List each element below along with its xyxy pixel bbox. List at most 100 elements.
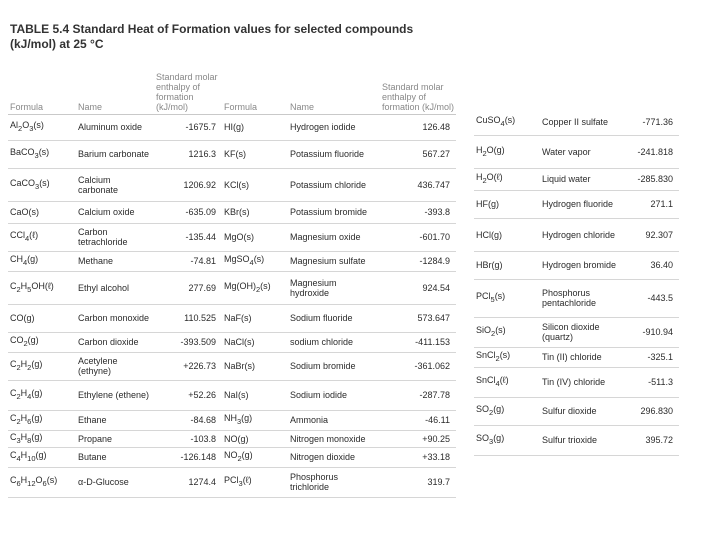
formula-cell: KF(s) [222, 140, 288, 169]
formula-cell: SO3(g) [474, 425, 540, 456]
table-row: H2O(ℓ) Liquid water -285.830 [474, 168, 679, 191]
formula-cell: HCl(g) [474, 218, 540, 252]
name-cell: Carbon monoxide [76, 304, 154, 333]
name-cell: Tin (IV) chloride [540, 367, 626, 398]
table-row: SiO2(s) Silicon dioxide (quartz) -910.94 [474, 317, 679, 348]
continued-heat-of-formation-table: CuSO4(s) Copper II sulfate -771.36 H2O(g) Wa… [474, 109, 679, 456]
table-row: HBr(g) Hydrogen bromide 36.40 [474, 251, 679, 280]
enthalpy-cell: 110.525 [154, 304, 222, 333]
header-enthalpy-1: Standard molar enthalpy of formation (kJ… [154, 56, 222, 115]
enthalpy-cell: -443.5 [626, 279, 679, 318]
formula-cell: Mg(OH)2(s) [222, 271, 288, 305]
enthalpy-cell: +226.73 [154, 352, 222, 381]
enthalpy-cell: 573.647 [380, 304, 456, 333]
table-row: C2H2(g) Acetylene (ethyne) +226.73 NaBr(s) S… [8, 352, 456, 381]
formula-cell: CCl4(ℓ) [8, 223, 76, 252]
formula-cell: HF(g) [474, 190, 540, 219]
name-cell: Hydrogen fluoride [540, 190, 626, 219]
enthalpy-cell: +52.26 [154, 380, 222, 411]
formula-cell: CO(g) [8, 304, 76, 333]
enthalpy-cell: -393.8 [380, 201, 456, 224]
table-row: SnCl4(ℓ) Tin (IV) chloride -511.3 [474, 367, 679, 398]
enthalpy-cell: -1284.9 [380, 251, 456, 272]
formula-cell: CaCO3(s) [8, 168, 76, 202]
name-cell: Ammonia [288, 410, 380, 431]
formula-cell: NaI(s) [222, 380, 288, 411]
formula-cell: H2O(ℓ) [474, 168, 540, 191]
enthalpy-cell: 436.747 [380, 168, 456, 202]
table-title: TABLE 5.4 Standard Heat of Formation val… [10, 22, 414, 51]
table-row: PCl5(s) Phosphorus pentachloride -443.5 [474, 279, 679, 318]
formula-cell: C4H10(g) [8, 447, 76, 468]
enthalpy-cell: -601.70 [380, 223, 456, 252]
header-enthalpy-2: Standard molar enthalpy of formation (kJ… [380, 56, 456, 115]
formula-cell: NaF(s) [222, 304, 288, 333]
name-cell: Nitrogen dioxide [288, 447, 380, 468]
enthalpy-cell: -135.44 [154, 223, 222, 252]
name-cell: Methane [76, 251, 154, 272]
enthalpy-cell: -511.3 [626, 367, 679, 398]
name-cell: Propane [76, 430, 154, 448]
table-row: SO2(g) Sulfur dioxide 296.830 [474, 397, 679, 426]
name-cell: Copper II sulfate [540, 109, 626, 136]
name-cell: Calcium carbonate [76, 168, 154, 202]
enthalpy-cell: -241.818 [626, 135, 679, 169]
formula-cell: HI(g) [222, 114, 288, 141]
table-row: C2H6(g) Ethane -84.68 NH3(g) Ammonia -46.11 [8, 410, 456, 431]
enthalpy-cell: 1216.3 [154, 140, 222, 169]
table-row: CCl4(ℓ) Carbon tetrachloride -135.44 MgO(s)… [8, 223, 456, 252]
table-row: CO2(g) Carbon dioxide -393.509 NaCl(s) sodiu… [8, 332, 456, 353]
name-cell: Ethyl alcohol [76, 271, 154, 305]
name-cell: Magnesium hydroxide [288, 271, 380, 305]
table-row: SO3(g) Sulfur trioxide 395.72 [474, 425, 679, 456]
formula-cell: CH4(g) [8, 251, 76, 272]
main-heat-of-formation-table: Formula Name Standard molar enthalpy of … [8, 56, 456, 498]
formula-cell: KCl(s) [222, 168, 288, 202]
enthalpy-cell: -103.8 [154, 430, 222, 448]
enthalpy-cell: 924.54 [380, 271, 456, 305]
formula-cell: HBr(g) [474, 251, 540, 280]
name-cell: Barium carbonate [76, 140, 154, 169]
enthalpy-cell: -126.148 [154, 447, 222, 468]
enthalpy-cell: +90.25 [380, 430, 456, 448]
enthalpy-cell: +33.18 [380, 447, 456, 468]
enthalpy-cell: -325.1 [626, 347, 679, 368]
formula-cell: CO2(g) [8, 332, 76, 353]
formula-cell: NaCl(s) [222, 332, 288, 353]
name-cell: Aluminum oxide [76, 114, 154, 141]
formula-cell: SiO2(s) [474, 317, 540, 348]
enthalpy-cell: 1206.92 [154, 168, 222, 202]
enthalpy-cell: 567.27 [380, 140, 456, 169]
table-row: H2O(g) Water vapor -241.818 [474, 135, 679, 169]
formula-cell: SnCl4(ℓ) [474, 367, 540, 398]
formula-cell: PCl3(ℓ) [222, 467, 288, 498]
name-cell: Sodium fluoride [288, 304, 380, 333]
enthalpy-cell: -361.062 [380, 352, 456, 381]
enthalpy-cell: 271.1 [626, 190, 679, 219]
enthalpy-cell: -74.81 [154, 251, 222, 272]
header-formula-2: Formula [222, 56, 288, 115]
header-name-2: Name [288, 56, 380, 115]
formula-cell: H2O(g) [474, 135, 540, 169]
formula-cell: Al2O3(s) [8, 114, 76, 141]
formula-cell: NaBr(s) [222, 352, 288, 381]
table-row: BaCO3(s) Barium carbonate 1216.3 KF(s) Potas… [8, 140, 456, 169]
enthalpy-cell: -393.509 [154, 332, 222, 353]
formula-cell: C2H4(g) [8, 380, 76, 411]
name-cell: Butane [76, 447, 154, 468]
name-cell: Potassium bromide [288, 201, 380, 224]
header-row: Formula Name Standard molar enthalpy of … [8, 56, 456, 115]
formula-cell: CaO(s) [8, 201, 76, 224]
enthalpy-cell: 395.72 [626, 425, 679, 456]
name-cell: Nitrogen monoxide [288, 430, 380, 448]
table-row: CuSO4(s) Copper II sulfate -771.36 [474, 109, 679, 136]
enthalpy-cell: 126.48 [380, 114, 456, 141]
enthalpy-cell: -1675.7 [154, 114, 222, 141]
table-row: C4H10(g) Butane -126.148 NO2(g) Nitrogen dio… [8, 447, 456, 468]
enthalpy-cell: 277.69 [154, 271, 222, 305]
name-cell: Silicon dioxide (quartz) [540, 317, 626, 348]
table-row: CO(g) Carbon monoxide 110.525 NaF(s) Sodium … [8, 304, 456, 333]
table-row: HCl(g) Hydrogen chloride 92.307 [474, 218, 679, 252]
name-cell: Liquid water [540, 168, 626, 191]
header-formula-1: Formula [8, 56, 76, 115]
